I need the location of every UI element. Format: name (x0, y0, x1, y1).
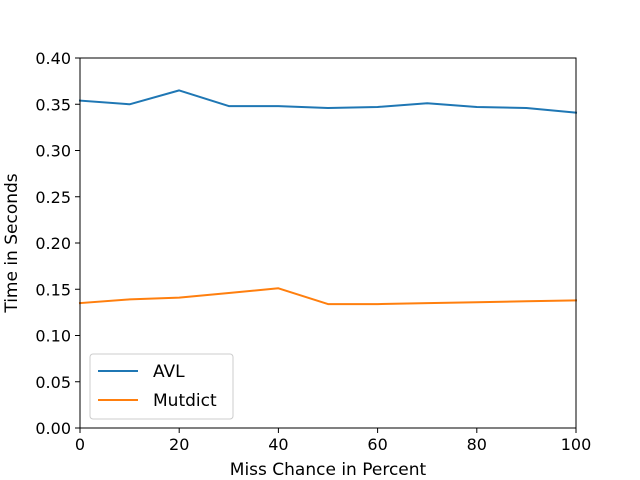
x-axis-title: Miss Chance in Percent (230, 460, 427, 480)
y-tick-label: 0.00 (35, 419, 71, 438)
y-tick-label: 0.40 (35, 49, 71, 68)
x-tick-label: 40 (268, 435, 288, 454)
legend-label-avl: AVL (153, 362, 185, 382)
y-tick-label: 0.20 (35, 234, 71, 253)
x-tick-label: 100 (561, 435, 592, 454)
y-axis: 0.00 0.05 0.10 0.15 0.20 0.25 0.30 0.35 0.40 (35, 49, 80, 438)
y-tick-label: 0.25 (35, 188, 71, 207)
x-tick-label: 20 (169, 435, 189, 454)
series-line-avl (78, 89, 578, 114)
y-tick-label: 0.05 (35, 373, 71, 392)
x-tick-label: 80 (467, 435, 487, 454)
series-line-mutdict (78, 287, 578, 306)
x-axis: 0 20 40 60 80 100 (75, 428, 591, 454)
x-tick-label: 60 (367, 435, 387, 454)
y-axis-title: Time in Seconds (2, 173, 22, 313)
y-tick-label: 0.15 (35, 280, 71, 299)
y-tick-label: 0.30 (35, 142, 71, 161)
x-tick-label: 0 (75, 435, 85, 454)
legend: AVL Mutdict (89, 353, 234, 420)
legend-label-mutdict: Mutdict (153, 391, 217, 411)
y-tick-label: 0.10 (35, 327, 71, 346)
y-tick-label: 0.35 (35, 95, 71, 114)
series-layer (78, 89, 578, 306)
